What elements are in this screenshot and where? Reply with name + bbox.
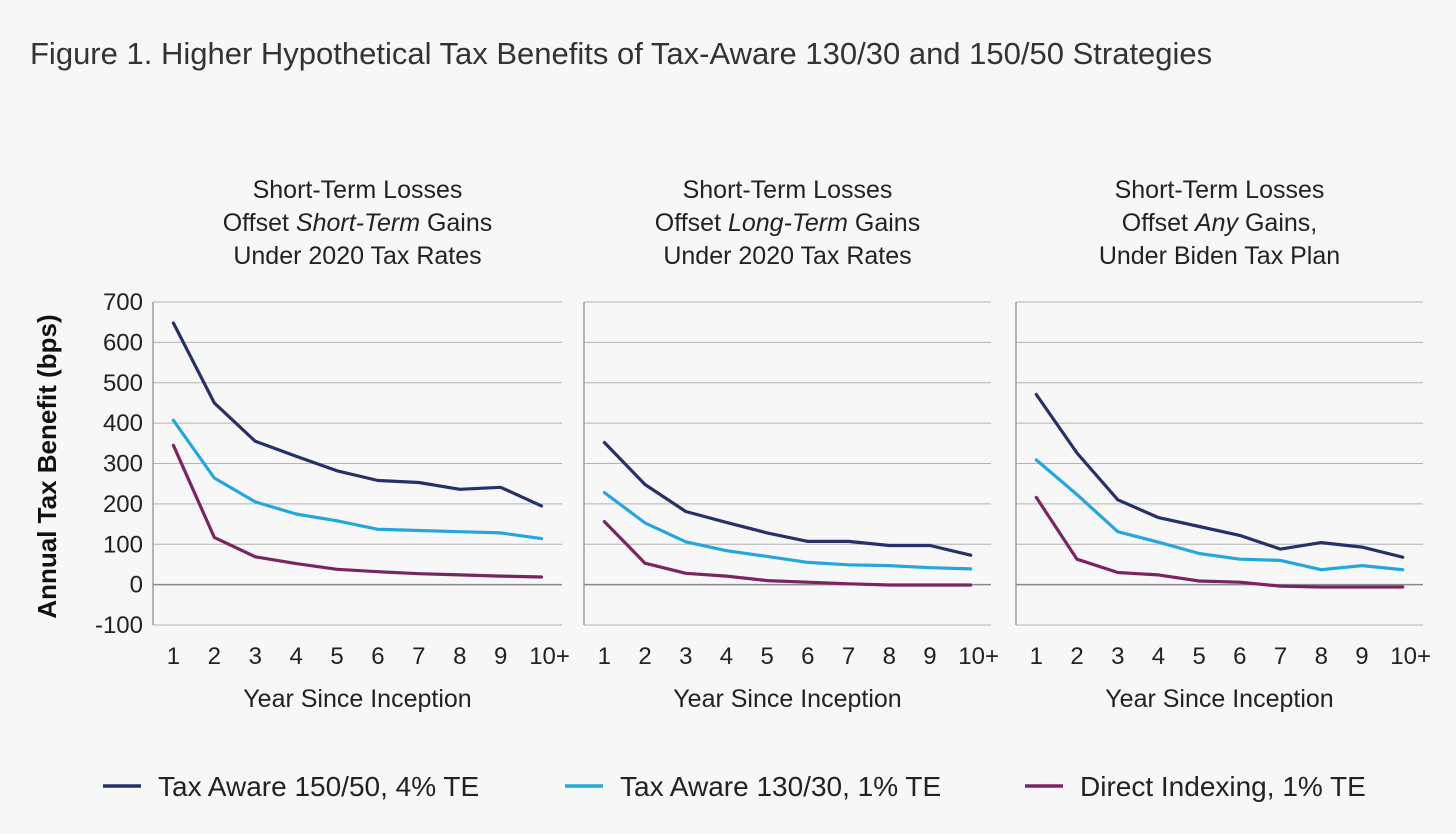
x-tick-label: 4	[720, 643, 733, 670]
panel-title-line: Offset Long-Term Gains	[655, 209, 920, 237]
panel-title-segment: Offset	[223, 209, 296, 237]
panel-title-segment: Long-Term	[728, 209, 848, 237]
legend: Tax Aware 150/50, 4% TE Tax Aware 130/30,…	[103, 771, 1366, 802]
panel-title-line: Offset Short-Term Gains	[223, 209, 493, 237]
panel-title-segment: Short-Term	[296, 209, 420, 237]
y-tick-label: 0	[130, 572, 143, 599]
panel-title-line: Short-Term Losses	[253, 176, 463, 204]
x-axis-label: Year Since Inception	[1105, 685, 1333, 713]
y-tick-label: -100	[95, 612, 143, 639]
x-axis-label: Year Since Inception	[673, 685, 901, 713]
legend-item: Direct Indexing, 1% TE	[1025, 771, 1366, 802]
legend-label: Tax Aware 130/30, 1% TE	[620, 771, 941, 802]
x-tick-label: 8	[453, 643, 466, 670]
series-line-2	[602, 491, 973, 571]
panel-1: Short-Term Losses Offset Short-Term Gains…	[32, 176, 570, 713]
series-line-2	[1034, 458, 1405, 572]
panel-title-segment: Offset	[1122, 209, 1195, 237]
x-tick-label: 3	[249, 643, 262, 670]
panel-title-line: Under 2020 Tax Rates	[663, 242, 911, 270]
series-line-1	[602, 440, 973, 557]
series-line-3	[1034, 495, 1405, 589]
x-tick-label: 1	[598, 643, 611, 670]
panel-title-line: Short-Term Losses	[1115, 176, 1325, 204]
x-tick-label: 2	[638, 643, 651, 670]
figure-title: Figure 1. Higher Hypothetical Tax Benefi…	[30, 36, 1212, 71]
x-tick-label: 4	[1152, 643, 1165, 670]
x-tick-label: 2	[1070, 643, 1083, 670]
x-tick-label: 10+	[958, 643, 999, 670]
x-tick-label: 3	[1111, 643, 1124, 670]
panel-title-segment: Offset	[655, 209, 728, 237]
x-tick-label: 10+	[1390, 643, 1431, 670]
x-tick-label: 9	[494, 643, 507, 670]
series-line-1	[1034, 392, 1405, 559]
legend-label: Tax Aware 150/50, 4% TE	[158, 771, 479, 802]
x-tick-label: 7	[412, 643, 425, 670]
panel-title-segment: Gains	[848, 209, 920, 237]
panel-title-segment: Under 2020 Tax Rates	[663, 242, 911, 270]
x-tick-label: 1	[1030, 643, 1043, 670]
chart-panels: Short-Term Losses Offset Short-Term Gains…	[32, 176, 1431, 713]
x-tick-label: 8	[883, 643, 896, 670]
x-tick-label: 5	[1192, 643, 1205, 670]
panel-title-segment: Short-Term Losses	[253, 176, 463, 204]
y-tick-label: 100	[103, 531, 143, 558]
panel-title-segment: Under 2020 Tax Rates	[233, 242, 481, 270]
y-axis-label: Annual Tax Benefit (bps)	[32, 314, 62, 618]
x-tick-label: 9	[1355, 643, 1368, 670]
x-tick-label: 5	[760, 643, 773, 670]
x-tick-label: 3	[679, 643, 692, 670]
x-tick-label: 5	[330, 643, 343, 670]
panel-title-segment: Short-Term Losses	[683, 176, 893, 204]
x-tick-label: 2	[208, 643, 221, 670]
panel-title-segment: Gains,	[1238, 209, 1317, 237]
panel-title-line: Offset Any Gains,	[1122, 209, 1317, 237]
y-tick-label: 400	[103, 410, 143, 437]
panel-title-segment: Gains	[420, 209, 492, 237]
panel-title-segment: Any	[1193, 209, 1240, 237]
legend-label: Direct Indexing, 1% TE	[1080, 771, 1366, 802]
y-tick-label: 600	[103, 329, 143, 356]
y-tick-label: 700	[103, 289, 143, 316]
x-tick-label: 9	[923, 643, 936, 670]
panel-title-line: Under 2020 Tax Rates	[233, 242, 481, 270]
series-line-2	[171, 418, 544, 541]
x-tick-label: 6	[371, 643, 384, 670]
panel-title-segment: Under Biden Tax Plan	[1099, 242, 1340, 270]
x-tick-label: 8	[1315, 643, 1328, 670]
series-line-1	[171, 321, 544, 508]
panel-title-segment: Short-Term Losses	[1115, 176, 1325, 204]
x-tick-label: 6	[801, 643, 814, 670]
series-line-3	[171, 443, 544, 579]
x-tick-label: 4	[289, 643, 302, 670]
series-line-3	[602, 519, 973, 587]
panel-title-line: Short-Term Losses	[683, 176, 893, 204]
y-tick-label: 500	[103, 370, 143, 397]
y-tick-label: 300	[103, 451, 143, 478]
x-tick-label: 7	[842, 643, 855, 670]
panel-title-line: Under Biden Tax Plan	[1099, 242, 1340, 270]
panel-3: Short-Term Losses Offset Any Gains, Under …	[1015, 176, 1431, 713]
y-tick-label: 200	[103, 491, 143, 518]
x-tick-label: 10+	[529, 643, 570, 670]
legend-item: Tax Aware 150/50, 4% TE	[103, 771, 479, 802]
x-tick-label: 7	[1274, 643, 1287, 670]
x-tick-label: 1	[167, 643, 180, 670]
legend-item: Tax Aware 130/30, 1% TE	[565, 771, 941, 802]
x-tick-label: 6	[1233, 643, 1246, 670]
x-axis-label: Year Since Inception	[243, 685, 471, 713]
panel-2: Short-Term Losses Offset Long-Term Gains U…	[583, 176, 999, 713]
